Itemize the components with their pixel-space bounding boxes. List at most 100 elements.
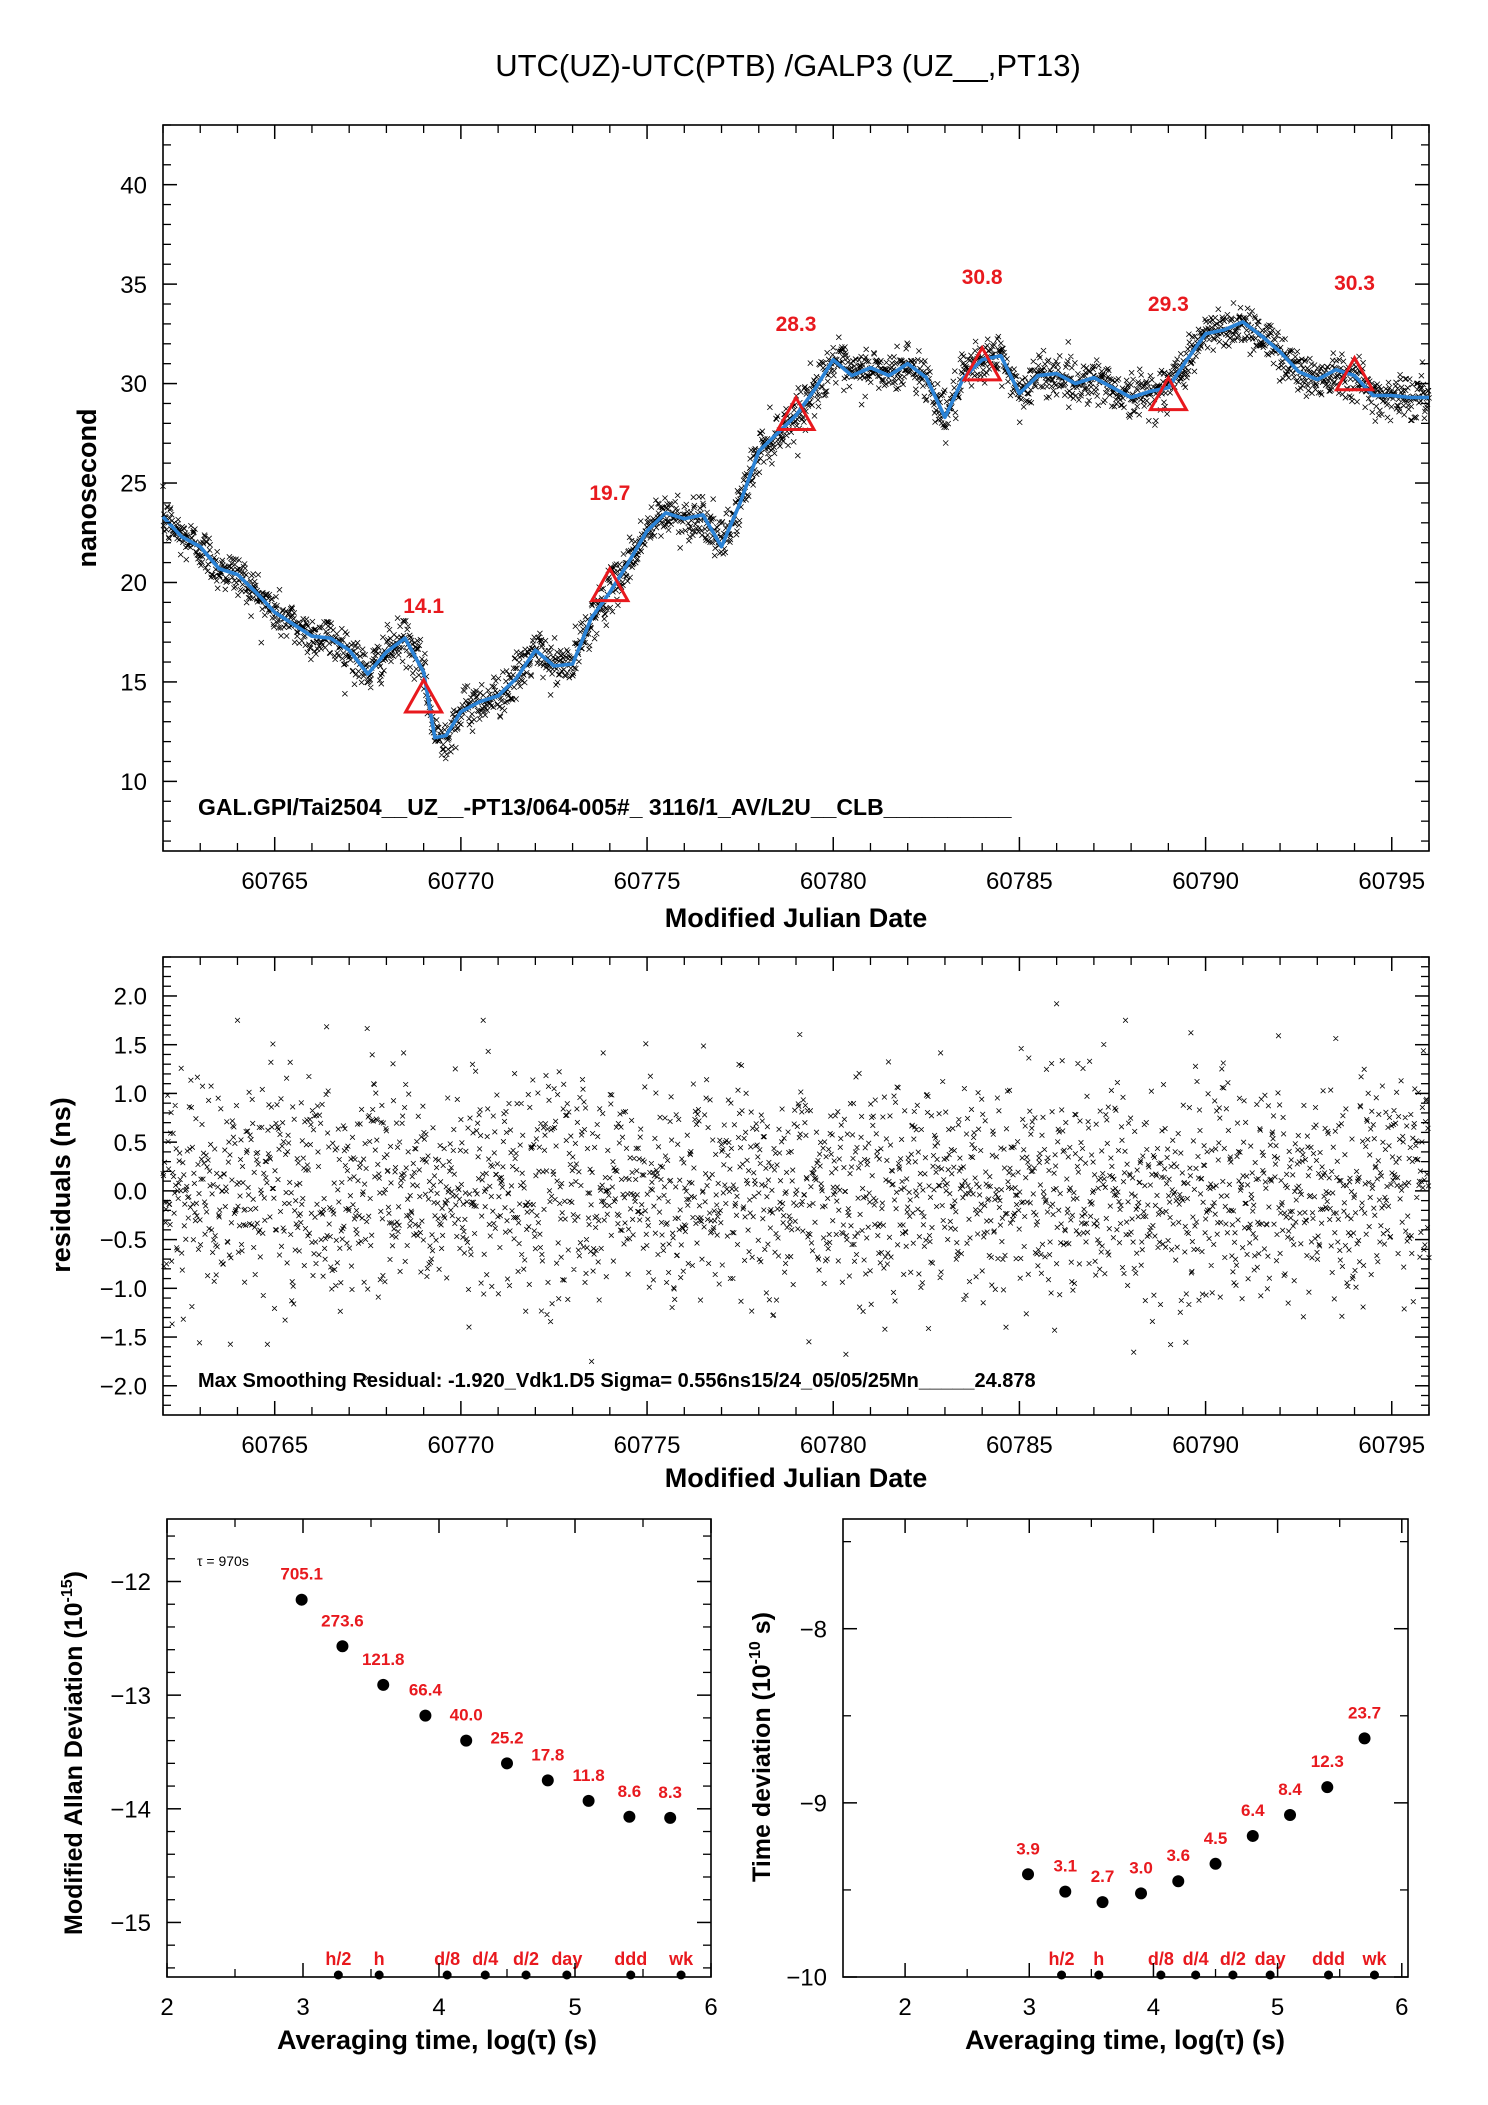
interval-label: wk (668, 1949, 694, 1969)
mdev-plot-content: 705.1 273.6 121.866.4 40.0 25.2 17.8 11.8 8.6 8.… (280, 1565, 694, 1980)
interval-marker (1057, 1970, 1067, 1980)
deviation-value-label: 23.7 (1348, 1703, 1381, 1722)
smoothed-curve (161, 320, 1429, 740)
x-tick-label: 60770 (428, 868, 495, 895)
interval-label: d/2 (513, 1949, 539, 1969)
marker-label: 19.7 (589, 482, 630, 505)
x-tick-label: 5 (1271, 1994, 1284, 2021)
deviation-point (582, 1794, 595, 1807)
marker-label: 29.3 (1148, 293, 1189, 316)
x-tick-label: 4 (432, 1994, 445, 2021)
deviation-value-label: 3.1 (1053, 1857, 1077, 1876)
interval-label: d/8 (1148, 1949, 1174, 1969)
y-tick-label: 35 (120, 272, 147, 299)
interval-label: d/4 (472, 1949, 498, 1969)
interval-marker (1228, 1970, 1238, 1980)
interval-marker (442, 1970, 452, 1980)
interval-marker (562, 1970, 572, 1980)
deviation-value-label: 12.3 (1311, 1752, 1344, 1771)
y-tick-label: −9 (800, 1790, 827, 1817)
y-tick-label: 25 (120, 471, 147, 498)
x-tick-label: 60780 (800, 1432, 867, 1459)
tdev-y-axis-label: Time deviation (10-10 s) (747, 1612, 776, 1882)
interval-label: wk (1361, 1949, 1387, 1969)
deviation-point (1022, 1868, 1035, 1881)
deviation-value-label: 273.6 (321, 1611, 364, 1630)
deviation-value-label: 121.8 (362, 1650, 405, 1669)
marker-label: 30.8 (962, 266, 1003, 289)
deviation-point (623, 1810, 636, 1823)
interval-marker (480, 1970, 490, 1980)
y-tick-label: −15 (110, 1910, 151, 1937)
deviation-point (1059, 1885, 1072, 1898)
interval-label: h/2 (325, 1949, 351, 1969)
y-tick-label: 15 (120, 670, 147, 697)
x-tick-label: 60785 (986, 1432, 1053, 1459)
x-tick-label: 60790 (1172, 1432, 1239, 1459)
interval-marker (333, 1970, 343, 1980)
x-tick-label: 60770 (428, 1432, 495, 1459)
tdev-plot-axes: 2 3 4 5 6 −10 −9 −8 (786, 1519, 1408, 2021)
y-tick-label: −2.0 (100, 1373, 147, 1400)
interval-label: h/2 (1049, 1949, 1075, 1969)
interval-marker (1191, 1970, 1201, 1980)
y-tick-label: −13 (110, 1683, 151, 1710)
marker-label: 30.3 (1334, 272, 1375, 295)
deviation-point (1135, 1887, 1148, 1900)
mdev-y-label-end: ) (60, 1571, 88, 1579)
interval-marker (521, 1970, 531, 1980)
deviation-value-label: 8.3 (658, 1783, 682, 1802)
mdev-y-label-exp: -15 (59, 1579, 76, 1602)
y-tick-label: −8 (800, 1616, 827, 1643)
x-tick-label: 60780 (800, 868, 867, 895)
calibration-marker (1333, 354, 1376, 392)
deviation-point (1209, 1857, 1222, 1870)
tdev-plot-frame (842, 1518, 1409, 1978)
x-tick-label: 5 (568, 1994, 581, 2021)
y-tick-label: 1.0 (114, 1081, 147, 1108)
residuals-plot-content (160, 1001, 1432, 1381)
interval-label: day (1255, 1949, 1286, 1969)
calibration-marker (775, 394, 817, 432)
y-tick-label: 10 (120, 769, 147, 796)
deviation-value-label: 17.8 (531, 1745, 564, 1764)
mdev-x-axis-label: Averaging time, log(τ) (s) (277, 2025, 597, 2055)
deviation-point (336, 1640, 349, 1653)
y-tick-label: 20 (120, 570, 147, 597)
x-tick-label: 60785 (986, 868, 1053, 895)
interval-marker (676, 1970, 686, 1980)
y-tick-label: 1.5 (114, 1032, 147, 1059)
x-tick-label: 6 (704, 1994, 717, 2021)
calibration-marker (961, 344, 1003, 382)
deviation-point (541, 1774, 554, 1787)
deviation-value-label: 705.1 (280, 1565, 323, 1584)
interval-label: d/8 (434, 1949, 460, 1969)
y-tick-label: 30 (120, 371, 147, 398)
marker-label: 14.1 (403, 595, 444, 618)
y-tick-label: −1.0 (100, 1276, 147, 1303)
mdev-y-axis-label: Modified Allan Deviation (10-15) (59, 1571, 88, 1935)
calibration-marker (589, 565, 631, 603)
mdev-plot-axes: 2 3 4 5 6 −15 −14 −13 −12 (110, 1519, 718, 2021)
calibration-marker (403, 676, 445, 714)
tdev-panel: 3.9 3.1 2.7 3.0 3.6 4.5 6.4 8.4 12.3 23.7 h/2 h d/8 d… (747, 1518, 1409, 2055)
x-tick-label: 60765 (241, 1432, 308, 1459)
x-tick-label: 6 (1395, 1994, 1408, 2021)
x-tick-label: 60795 (1358, 868, 1425, 895)
y-tick-label: 0.0 (114, 1179, 147, 1206)
deviation-point (1096, 1896, 1109, 1909)
y-tick-label: −1.5 (100, 1325, 147, 1352)
interval-marker (374, 1970, 384, 1980)
deviation-value-label: 2.7 (1091, 1867, 1115, 1886)
calibration-marker (1147, 374, 1189, 412)
x-tick-label: 60775 (614, 1432, 681, 1459)
deviation-point (664, 1811, 677, 1824)
deviation-value-label: 25.2 (490, 1728, 523, 1747)
main-y-axis-label: nanosecond (72, 408, 102, 567)
tau-note: τ = 970s (197, 1553, 249, 1569)
deviation-value-label: 11.8 (573, 1766, 605, 1785)
deviation-value-label: 66.4 (409, 1681, 443, 1700)
deviation-value-label: 3.6 (1166, 1846, 1190, 1865)
tdev-y-label-end: s) (748, 1612, 776, 1641)
mdev-panel: 705.1 273.6 121.866.4 40.0 25.2 17.8 11.8 8.6 8.… (59, 1518, 718, 2055)
